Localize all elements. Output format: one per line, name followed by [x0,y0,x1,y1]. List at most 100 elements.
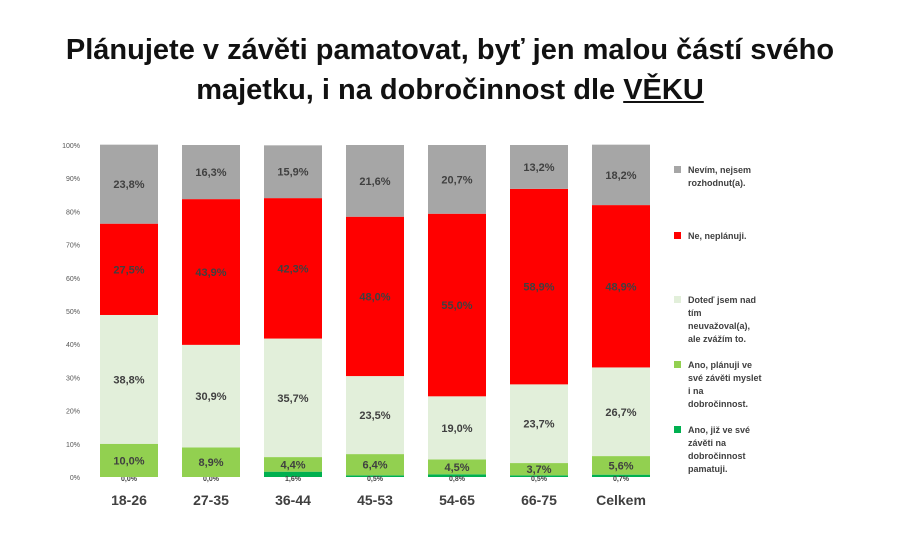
bar-segment [346,475,404,477]
bar-segment [100,223,158,315]
x-category-label: 54-65 [439,492,475,508]
y-tick-label: 20% [66,409,80,416]
data-label: 15,9% [277,167,308,179]
legend-label: i na [688,386,704,396]
legend-label: Doteď jsem nad [688,295,756,305]
bar-segment [346,216,404,377]
data-label: 21,6% [359,176,390,188]
y-tick-label: 80% [66,209,80,216]
data-label: 6,4% [362,460,387,472]
y-tick-label: 30% [66,375,80,382]
chart-title: Plánujete v závěti pamatovat, byť jen ma… [0,30,900,110]
bar-segment [264,198,322,339]
bar-segment [510,188,568,385]
data-label: 20,7% [441,174,472,186]
data-label: 0,5% [367,476,384,483]
x-category-label: 45-53 [357,492,393,508]
bar-segment [428,213,486,397]
title-line-1: Plánujete v závěti pamatovat, byť jen ma… [65,34,835,66]
data-label: 4,4% [280,459,305,471]
data-label: 23,7% [523,419,554,431]
x-category-label: 36-44 [275,492,311,508]
data-label: 58,9% [523,282,554,294]
data-label: 30,9% [195,391,226,403]
bar-segment [182,344,240,448]
bar-segment [592,205,650,368]
y-tick-label: 0% [70,475,80,482]
legend-label: neuvažoval(a), [688,321,750,331]
y-tick-label: 60% [66,276,80,283]
data-label: 23,5% [359,410,390,422]
data-label: 43,9% [195,267,226,279]
legend-swatch [674,296,681,303]
data-label: 19,0% [441,423,472,435]
data-label: 18,2% [605,170,636,182]
data-label: 42,3% [277,263,308,275]
y-tick-label: 10% [66,442,80,449]
y-tick-label: 100% [62,143,80,150]
bar-segment [510,384,568,464]
legend-label: ale zvážím to. [688,334,746,344]
bar-segment [100,144,158,224]
bar-segment [264,145,322,199]
bar-segment [592,367,650,457]
legend-label: Ano, plánuji ve [688,360,752,370]
bar-segment [100,314,158,444]
data-label: 38,8% [113,374,144,386]
data-label: 13,2% [523,162,554,174]
bar-segment [592,456,650,475]
data-label: 4,5% [444,462,469,474]
bar-segment [346,376,404,455]
data-label: 0,8% [449,476,466,483]
bar-segment [264,457,322,472]
bar-segment [510,475,568,477]
data-label: 48,9% [605,281,636,293]
bar-segment [592,474,650,477]
bar-segment [346,454,404,476]
x-category-label: Celkem [596,492,646,508]
bar-segment [428,459,486,475]
legend-label: Ano, již ve své [688,425,750,435]
bar-segment [264,338,322,458]
data-label: 5,6% [608,460,633,472]
data-label: 27,5% [113,264,144,276]
data-label: 1,6% [285,476,302,483]
legend-swatch [674,426,681,433]
legend-label: Nevím, nejsem [688,165,751,175]
legend-label: závěti na [688,438,727,448]
x-category-label: 66-75 [521,492,557,508]
y-tick-label: 70% [66,243,80,250]
data-label: 23,8% [113,179,144,191]
data-label: 0,0% [121,476,138,483]
data-label: 0,7% [613,476,630,483]
legend-label: Ne, neplánuji. [688,231,747,241]
bar-segment [100,443,158,477]
legend-label: dobročinnost. [688,399,748,409]
title-line-2: majetku, i na dobročinnost dle VĚKU [0,70,900,110]
bar-segment [428,396,486,460]
data-label: 35,7% [277,393,308,405]
bar-segment [264,471,322,477]
legend-label: pamatuji. [688,464,728,474]
title-emphasis: VĚKU [623,74,704,106]
bar-segment [592,144,650,206]
data-label: 8,9% [198,457,223,469]
data-label: 0,5% [531,476,548,483]
y-tick-label: 50% [66,309,80,316]
legend-label: rozhodnut(a). [688,178,746,188]
legend-swatch [674,232,681,239]
legend-swatch [674,166,681,173]
legend-label: dobročinnost [688,451,746,461]
data-label: 55,0% [441,300,472,312]
bar-segment [428,145,486,214]
legend-label: své závěti myslet [688,373,762,383]
data-label: 26,7% [605,407,636,419]
title-line-2-text: majetku, i na dobročinnost dle [196,74,624,106]
legend-label: tím [688,308,702,318]
bar-segment [428,474,486,477]
data-label: 48,0% [359,291,390,303]
bar-segment [510,463,568,476]
bar-segment [346,145,404,217]
y-tick-label: 40% [66,342,80,349]
bar-segment [510,145,568,189]
